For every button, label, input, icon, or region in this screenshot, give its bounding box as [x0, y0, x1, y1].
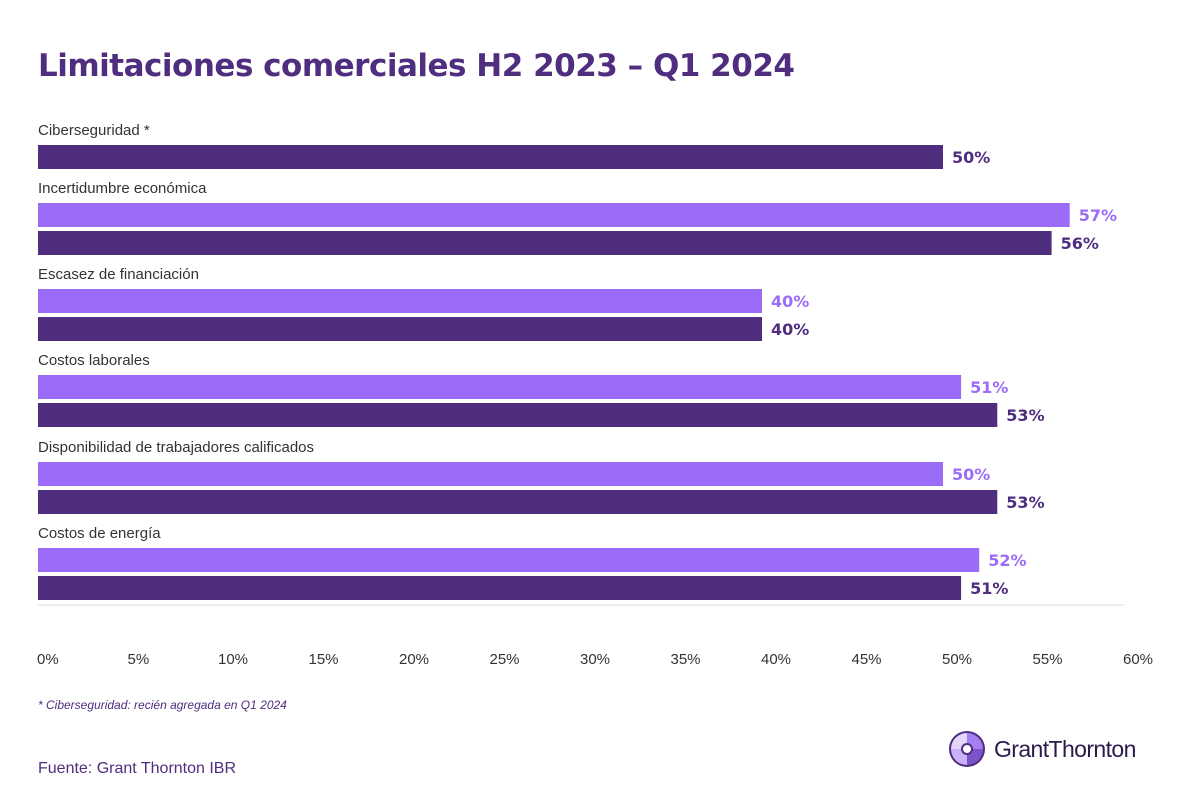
category-label: Incertidumbre económica [38, 180, 207, 197]
category-label: Disponibilidad de trabajadores calificad… [38, 439, 314, 456]
bar [38, 490, 998, 514]
data-label: 53% [1006, 406, 1044, 425]
x-tick-label: 45% [852, 651, 882, 668]
data-label: 40% [771, 320, 809, 339]
category-label: Costos de energía [38, 525, 161, 542]
bar [38, 289, 762, 313]
x-tick-label: 55% [1033, 651, 1063, 668]
bar-chart: Ciberseguridad * 50% Incertidumbre económi… [37, 122, 1153, 668]
data-label: 50% [952, 148, 990, 167]
category-label: Ciberseguridad * [38, 122, 150, 139]
bar [38, 317, 762, 341]
x-tick-label: 50% [942, 651, 972, 668]
bar [38, 548, 980, 572]
data-label: 53% [1006, 493, 1044, 512]
category-label: Costos laborales [38, 352, 150, 369]
grant-thornton-logo-icon [949, 731, 985, 767]
chart-title: Limitaciones comerciales H2 2023 – Q1 20… [38, 48, 795, 84]
data-label: 52% [988, 551, 1026, 570]
bar [38, 231, 1052, 255]
source-note: Fuente: Grant Thornton IBR [38, 760, 237, 777]
bar [38, 576, 962, 600]
brand-logo: GrantThornton [948, 730, 1136, 768]
x-tick-label: 25% [490, 651, 520, 668]
bar [38, 375, 962, 399]
data-label: 40% [771, 292, 809, 311]
x-tick-label: 60% [1123, 651, 1153, 668]
category-label: Escasez de financiación [38, 266, 199, 283]
bar [38, 203, 1070, 227]
bar [38, 462, 943, 486]
brand-name: GrantThornton [994, 735, 1136, 762]
x-tick-label: 5% [128, 651, 150, 668]
x-tick-label: 20% [399, 651, 429, 668]
x-tick-label: 30% [580, 651, 610, 668]
x-tick-label: 15% [309, 651, 339, 668]
bar [38, 403, 998, 427]
x-tick-label: 35% [671, 651, 701, 668]
bar [38, 145, 943, 169]
footnote: * Ciberseguridad: recién agregada en Q1 … [38, 698, 287, 712]
data-label: 51% [970, 378, 1008, 397]
data-label: 51% [970, 579, 1008, 598]
data-label: 57% [1079, 206, 1117, 225]
x-tick-label: 40% [761, 651, 791, 668]
x-tick-label: 10% [218, 651, 248, 668]
x-tick-label: 0% [37, 651, 59, 668]
data-label: 50% [952, 465, 990, 484]
data-label: 56% [1061, 234, 1099, 253]
